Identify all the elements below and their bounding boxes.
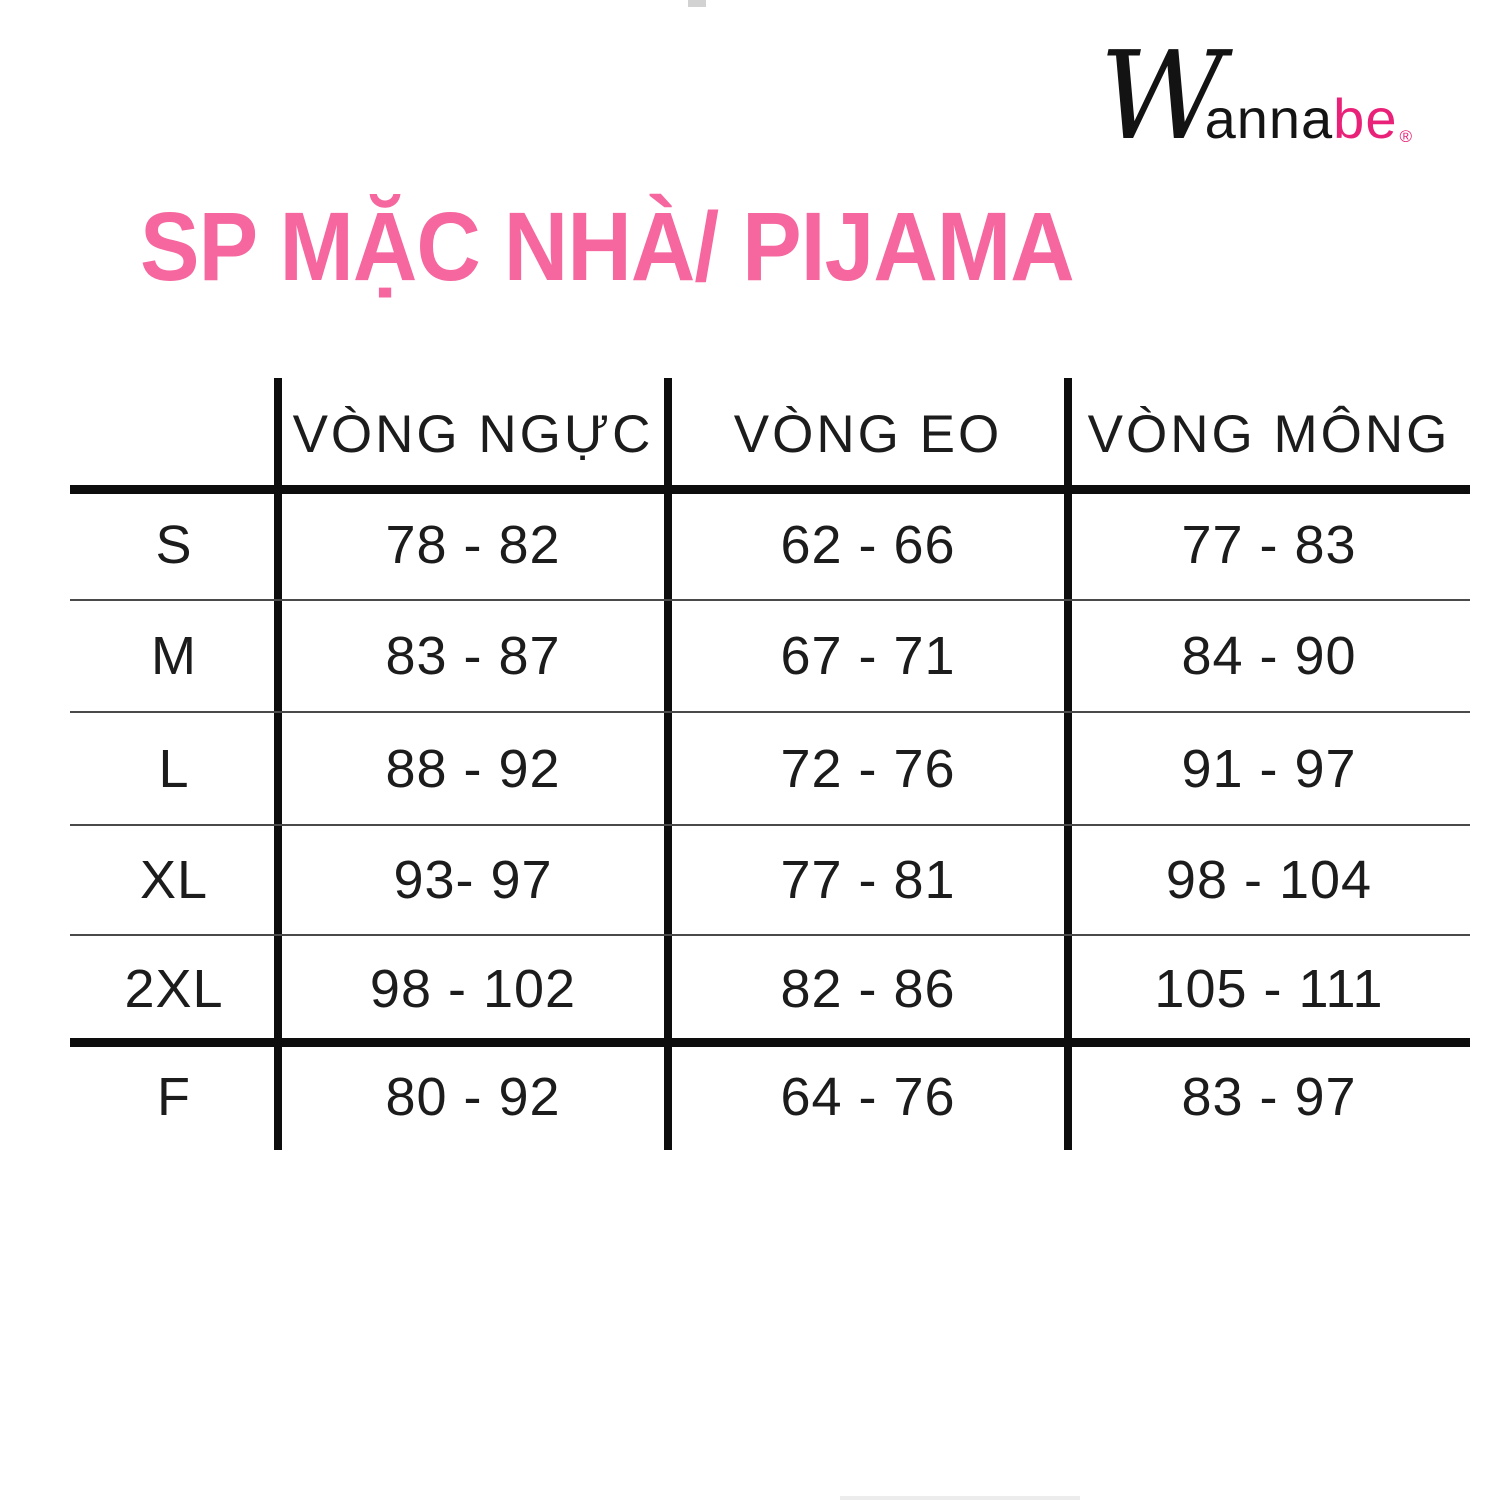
- top-edge-mark: [688, 0, 706, 7]
- header-cell-waist: VÒNG EO: [733, 404, 1003, 464]
- hip-value: 98 - 104: [1165, 850, 1373, 910]
- table-header-rule: [70, 485, 1470, 494]
- logo-script-w: W: [1099, 25, 1224, 167]
- size-label: M: [151, 626, 197, 686]
- table-row-rule: [70, 599, 1470, 601]
- registered-mark-icon: ®: [1399, 127, 1412, 146]
- hip-value: 83 - 97: [1181, 1066, 1357, 1127]
- waist-value: 67 - 71: [780, 626, 956, 686]
- hip-value: 91 - 97: [1181, 738, 1357, 799]
- wannabe-logo: W anna be ®: [1099, 25, 1412, 167]
- waist-value: 64 - 76: [780, 1066, 956, 1127]
- bust-value: 98 - 102: [369, 959, 577, 1019]
- size-label: XL: [139, 850, 209, 910]
- waist-value: 72 - 76: [780, 738, 956, 799]
- logo-pink-text: be: [1333, 87, 1398, 150]
- bust-value: 93- 97: [393, 850, 553, 910]
- table-row-rule: [70, 711, 1470, 713]
- hip-value: 77 - 83: [1181, 515, 1357, 575]
- table-footer-rule: [70, 1038, 1470, 1047]
- table-vertical-rule: [1064, 378, 1072, 1150]
- table-vertical-rule: [664, 378, 672, 1150]
- bust-value: 83 - 87: [385, 626, 561, 686]
- size-label: F: [157, 1066, 191, 1127]
- table-row-rule: [70, 824, 1470, 826]
- header-cell-size: [70, 378, 278, 490]
- bust-value: 78 - 82: [385, 515, 561, 575]
- table-row-rule: [70, 934, 1470, 936]
- size-label: S: [155, 515, 193, 575]
- bottom-edge-mark: [840, 1496, 1080, 1500]
- waist-value: 77 - 81: [780, 850, 956, 910]
- bust-value: 80 - 92: [385, 1066, 561, 1127]
- bust-value: 88 - 92: [385, 738, 561, 799]
- waist-value: 62 - 66: [780, 515, 956, 575]
- table-vertical-rule: [274, 378, 282, 1150]
- size-table: VÒNG NGỰC VÒNG EO VÒNG MÔNG S 78 - 82 62…: [70, 378, 1470, 1150]
- page-title: SP MẶC NHÀ/ PIJAMA: [140, 192, 1075, 301]
- logo-black-text: anna: [1204, 87, 1334, 150]
- waist-value: 82 - 86: [780, 959, 956, 1019]
- header-cell-hip: VÒNG MÔNG: [1087, 404, 1451, 464]
- size-label: 2XL: [124, 959, 224, 1019]
- hip-value: 105 - 111: [1154, 959, 1384, 1019]
- header-cell-bust: VÒNG NGỰC: [292, 404, 654, 464]
- hip-value: 84 - 90: [1181, 626, 1357, 686]
- size-label: L: [158, 738, 190, 799]
- size-table-grid: VÒNG NGỰC VÒNG EO VÒNG MÔNG S 78 - 82 62…: [70, 378, 1470, 1150]
